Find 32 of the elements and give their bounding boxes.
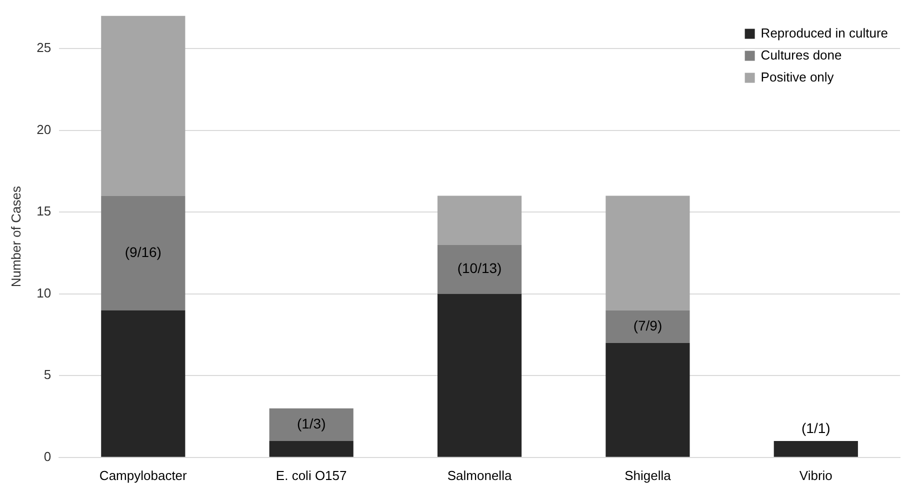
x-tick-label: E. coli O157 [276,468,347,483]
y-tick-label: 5 [44,367,52,382]
y-tick-label: 15 [36,204,52,219]
x-tick-label: Shigella [624,468,672,483]
x-tick-label: Campylobacter [99,468,188,483]
bar [269,441,354,457]
annotation: (9/16) [124,244,162,260]
bar [606,342,690,457]
annotation: (10/13) [457,260,502,276]
legend-label: Cultures done [760,47,842,62]
bar [101,310,186,457]
x-tick-label: Vibrio [799,468,832,483]
annotation: (1/1) [802,420,830,436]
legend-label: Positive only [760,69,834,84]
bar [437,294,522,457]
bar [437,196,522,245]
annotation: (1/3) [296,416,326,432]
y-tick-label: 10 [36,285,52,300]
annotation: (7/9) [633,317,662,334]
bar [774,441,858,457]
bar [437,244,522,294]
bar [606,310,690,343]
bar [269,408,354,442]
y-tick-label: 20 [36,122,52,137]
bar [101,196,186,310]
x-tick-label: Salmonella [447,468,512,483]
bar [101,16,186,196]
legend-label: Reproduced in culture [760,25,888,40]
y-tick-label: 0 [44,448,52,464]
bar [606,196,690,310]
y-tick-label: 25 [36,40,52,56]
y-axis-title: Number of Cases [8,186,24,288]
